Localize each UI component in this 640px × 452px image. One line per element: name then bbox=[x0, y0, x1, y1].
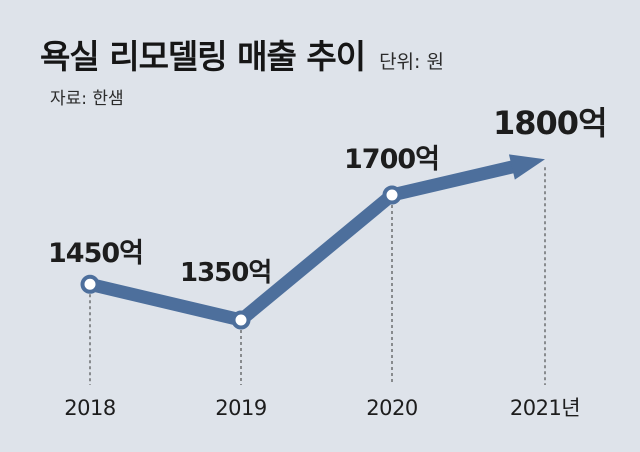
data-label-2: 1700억 bbox=[344, 144, 439, 175]
data-label-0: 1450억 bbox=[48, 238, 143, 269]
unit-label: 단위: 원 bbox=[379, 51, 444, 73]
data-point-2019 bbox=[231, 310, 251, 330]
guide-lines bbox=[89, 167, 546, 385]
x-axis-labels: 2018 2019 2020 2021년 bbox=[64, 396, 580, 420]
chart-header: 욕실 리모델링 매출 추이 단위: 원 bbox=[40, 30, 444, 78]
x-tick-label-3: 2021년 bbox=[510, 396, 580, 420]
series-arrowhead bbox=[508, 154, 545, 180]
chart-title: 욕실 리모델링 매출 추이 bbox=[40, 37, 366, 76]
data-markers bbox=[80, 185, 402, 330]
data-label-3: 1800억 bbox=[493, 104, 607, 142]
data-point-2020 bbox=[382, 185, 402, 205]
x-tick-label-0: 2018 bbox=[64, 396, 115, 420]
series-path bbox=[88, 160, 516, 327]
data-label-1: 1350억 bbox=[180, 258, 271, 288]
data-labels: 1450억 1350억 1700억 1800억 bbox=[48, 104, 608, 288]
x-tick-label-2: 2020 bbox=[366, 396, 417, 420]
x-tick-label-1: 2019 bbox=[215, 396, 266, 420]
source-label: 자료: 한샘 bbox=[50, 89, 124, 109]
title-row: 욕실 리모델링 매출 추이 단위: 원 bbox=[40, 30, 444, 78]
data-point-2018 bbox=[80, 274, 100, 294]
series-line bbox=[88, 154, 545, 327]
